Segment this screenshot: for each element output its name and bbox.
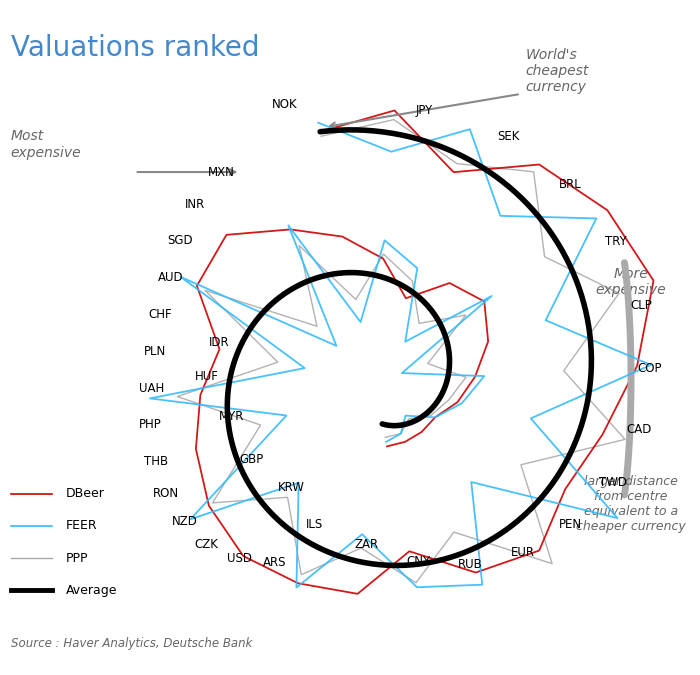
Text: More
expensive: More expensive <box>596 267 666 298</box>
Text: BRL: BRL <box>559 178 581 191</box>
Text: COP: COP <box>637 362 662 375</box>
Text: CNY: CNY <box>406 556 430 568</box>
Text: DBeer: DBeer <box>66 487 104 500</box>
Text: JPY: JPY <box>416 104 433 117</box>
Text: FEER: FEER <box>66 520 97 533</box>
Text: AUD: AUD <box>158 271 183 284</box>
Text: ZAR: ZAR <box>354 538 378 551</box>
Text: larger distance
from centre
equivalent to a
cheaper currency: larger distance from centre equivalent t… <box>576 475 686 533</box>
Text: EUR: EUR <box>511 546 535 559</box>
Text: ILS: ILS <box>306 518 323 531</box>
Text: NZD: NZD <box>172 515 197 528</box>
Text: World's
cheapest
currency: World's cheapest currency <box>525 48 589 94</box>
Text: CZK: CZK <box>195 538 218 551</box>
Text: INR: INR <box>186 198 206 211</box>
Text: Average: Average <box>66 584 117 597</box>
Text: KRW: KRW <box>278 481 304 494</box>
Text: PLN: PLN <box>144 345 166 358</box>
Text: CLP: CLP <box>631 300 652 313</box>
Text: GBP: GBP <box>239 453 264 466</box>
Text: Most
expensive: Most expensive <box>10 130 81 159</box>
Text: HUF: HUF <box>195 370 219 383</box>
Text: PHP: PHP <box>139 418 162 431</box>
Text: PEN: PEN <box>559 518 582 531</box>
Text: USD: USD <box>227 551 251 564</box>
Text: Source : Haver Analytics, Deutsche Bank: Source : Haver Analytics, Deutsche Bank <box>10 637 252 650</box>
Text: MYR: MYR <box>218 410 244 423</box>
Text: UAH: UAH <box>139 381 164 395</box>
Text: RUB: RUB <box>458 558 483 571</box>
Text: IDR: IDR <box>209 335 230 349</box>
Text: TWD: TWD <box>599 476 627 489</box>
Text: RON: RON <box>153 487 179 500</box>
Text: Valuations ranked: Valuations ranked <box>10 34 259 62</box>
Text: THB: THB <box>144 455 168 468</box>
Text: TRY: TRY <box>606 235 627 248</box>
Text: SEK: SEK <box>497 130 519 143</box>
Text: ARS: ARS <box>263 556 287 569</box>
Text: SGD: SGD <box>167 234 193 248</box>
Text: CHF: CHF <box>148 308 172 321</box>
Text: PPP: PPP <box>66 551 88 564</box>
Text: NOK: NOK <box>272 98 298 111</box>
Text: CAD: CAD <box>626 423 652 436</box>
Text: MXN: MXN <box>208 165 235 179</box>
